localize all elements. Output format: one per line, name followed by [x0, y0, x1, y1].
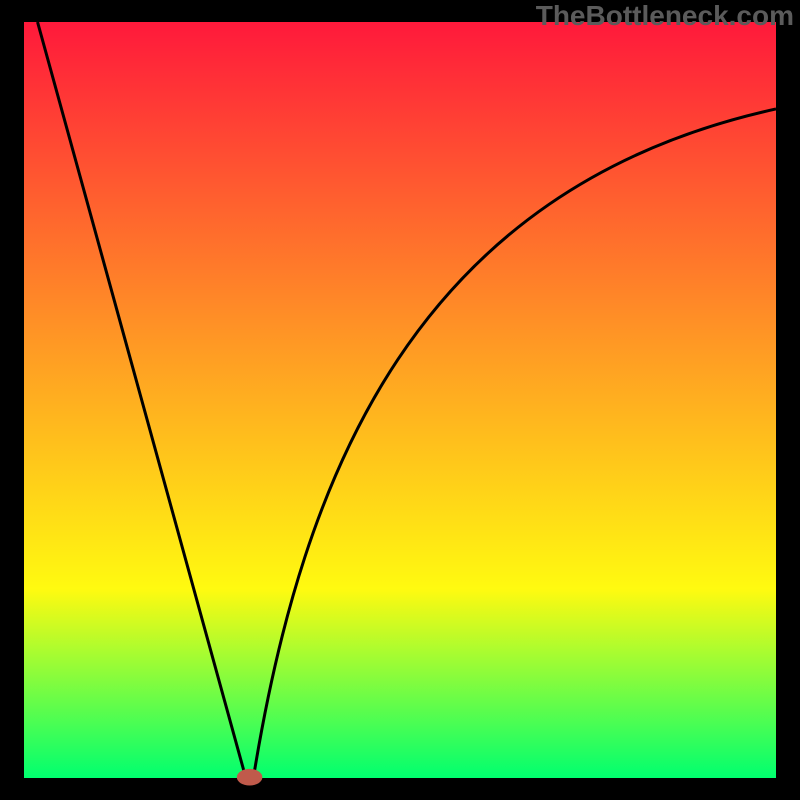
curve-left-branch: [38, 22, 246, 778]
curve-svg: [24, 22, 776, 778]
plot-area: [24, 22, 776, 778]
chart-frame: TheBottleneck.com: [0, 0, 800, 800]
minimum-marker: [237, 769, 263, 786]
curve-right-branch: [253, 109, 776, 778]
watermark-text: TheBottleneck.com: [536, 0, 794, 32]
